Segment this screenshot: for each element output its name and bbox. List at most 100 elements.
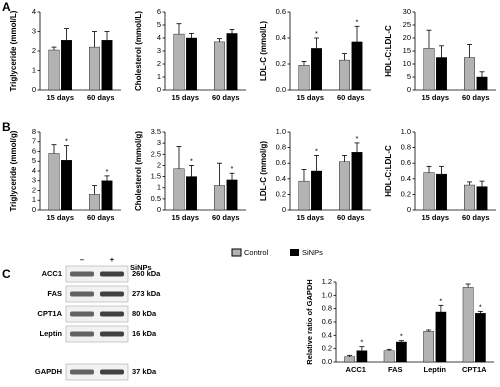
y-axis-label: HDL-C:LDL-C — [384, 145, 393, 197]
western-blot: – + SiNPs ACC1 260 kDa FAS 273 kDa CPT1A 80 k… — [35, 255, 161, 381]
x-tick-label: 15 days — [171, 213, 199, 222]
y-tick-label: 0.4 — [401, 174, 411, 183]
y-tick-label: 0.8 — [322, 304, 332, 313]
bar — [344, 356, 355, 363]
x-tick-label: 15 days — [421, 213, 449, 222]
error-bar — [386, 348, 392, 351]
error-bar — [398, 340, 404, 342]
bar — [435, 311, 447, 363]
y-tick-label: 5 — [407, 72, 411, 81]
error-bar — [91, 185, 97, 195]
error-bar — [229, 29, 235, 34]
y-tick-label: 4 — [32, 166, 36, 175]
y-tick-label: 1 — [32, 65, 36, 74]
bar — [423, 48, 435, 91]
y-tick-label: 1.0 — [322, 290, 332, 299]
error-bar — [64, 28, 70, 41]
significance: * — [356, 134, 359, 143]
error-bar — [189, 165, 195, 177]
error-bar — [347, 354, 353, 357]
x-tick-label: 60 days — [87, 213, 115, 222]
x-tick-label: 15 days — [296, 213, 324, 222]
legend-swatch — [231, 248, 242, 257]
y-tick-label: 10 — [403, 59, 411, 68]
x-tick-label: 60 days — [212, 213, 240, 222]
bar — [186, 176, 197, 211]
blot-frame — [65, 285, 129, 303]
x-tick-label: FAS — [388, 365, 403, 374]
bar — [101, 180, 113, 211]
bar — [186, 37, 197, 91]
y-tick-label: 5 — [157, 20, 161, 29]
legend-label: Control — [244, 248, 269, 257]
band — [100, 291, 124, 297]
x-tick-label: 15 days — [171, 93, 199, 102]
bar — [48, 49, 60, 91]
band — [70, 369, 94, 375]
x-tick-label: 60 days — [337, 93, 365, 102]
blot-header: + — [110, 255, 115, 264]
y-tick-label: 1.0 — [401, 127, 411, 136]
y-tick-label: 3 — [32, 26, 36, 35]
error-bar — [479, 180, 485, 187]
y-tick-label: 0 — [407, 205, 411, 214]
error-bar — [91, 31, 97, 48]
error-bar — [426, 329, 432, 332]
band — [100, 271, 124, 277]
bar — [311, 48, 322, 91]
error-bar — [354, 25, 360, 42]
x-tick-label: 15 days — [421, 93, 449, 102]
bar — [311, 170, 322, 211]
protein-label: FAS — [47, 289, 62, 298]
significance: * — [315, 29, 318, 38]
blot-frame — [65, 325, 129, 343]
bar — [475, 313, 486, 363]
error-bar — [51, 46, 57, 51]
protein-label: Leptin — [40, 329, 63, 338]
kda-label: 37 kDa — [132, 367, 157, 376]
panel-label: A — [2, 0, 11, 14]
y-tick-label: 0.6 — [276, 158, 286, 167]
y-tick-label: 2 — [157, 59, 161, 68]
significance: * — [106, 167, 109, 176]
bar — [436, 57, 447, 91]
y-tick-label: 1 — [32, 195, 36, 204]
error-bar — [359, 346, 365, 351]
y-tick-label: 0.2 — [276, 59, 286, 68]
kda-label: 80 kDa — [132, 309, 157, 318]
significance: * — [479, 302, 482, 311]
y-tick-label: 0.0 — [322, 357, 332, 366]
y-tick-label: 0.8 — [401, 143, 411, 152]
error-bar — [176, 146, 182, 169]
y-tick-label: 1.5 — [151, 172, 161, 181]
y-axis-label: Triglyceride (mmol/L) — [9, 10, 18, 91]
y-tick-label: 0.4 — [276, 33, 286, 42]
y-axis-label: LDL-C (mmol/L) — [259, 21, 268, 81]
kda-label: 16 kDa — [132, 329, 157, 338]
y-tick-label: 0.2 — [276, 189, 286, 198]
bar — [351, 41, 363, 91]
y-tick-label: 3 — [157, 46, 161, 55]
bar — [48, 153, 60, 211]
y-tick-label: 0 — [282, 205, 286, 214]
y-axis-label: Cholesterol (mmol/g) — [134, 131, 143, 211]
error-bar — [341, 154, 347, 162]
y-tick-label: 1 — [157, 72, 161, 81]
y-tick-label: 0 — [407, 85, 411, 94]
bar — [476, 186, 488, 211]
legend: Control SiNPs — [231, 248, 323, 257]
bar — [214, 41, 225, 91]
bar — [298, 65, 310, 91]
bar — [226, 33, 238, 91]
bar — [476, 76, 488, 91]
error-bar — [354, 142, 360, 153]
protein-label: GAPDH — [35, 367, 62, 376]
protein-label: ACC1 — [42, 269, 62, 278]
bar — [396, 341, 407, 363]
error-bar — [51, 144, 57, 154]
blot-frame — [65, 363, 129, 381]
band — [70, 271, 94, 277]
error-bar — [426, 165, 432, 173]
blot-frame — [65, 265, 129, 283]
